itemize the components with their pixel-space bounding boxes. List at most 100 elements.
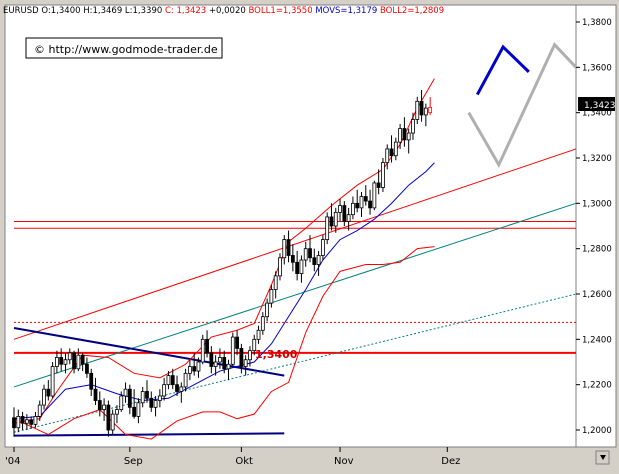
- x-tick-label-2: Okt: [235, 456, 253, 467]
- copyright-box: [25, 37, 223, 59]
- forecast-lines: [467, 42, 578, 169]
- candle-body-0: [12, 417, 16, 429]
- x-tick-label-0: '04: [5, 456, 20, 467]
- candle-body-83: [368, 200, 372, 209]
- candle-body-91: [402, 128, 407, 141]
- candle-body-56: [252, 338, 257, 352]
- candle-body-26: [123, 388, 128, 397]
- y-tick-label-9: 1,2000: [582, 426, 612, 436]
- candle-body-29: [136, 402, 141, 417]
- candle-body-79: [351, 202, 355, 216]
- candle-body-95: [419, 100, 424, 116]
- price-axis: 1,3800 1,3600 1,3400 1,3200 1,3000 1,2800 1,26…: [576, 18, 612, 436]
- y-tick-label-6: 1,2600: [582, 290, 612, 300]
- candle-body-70: [312, 257, 317, 265]
- candle-body-51: [230, 336, 235, 365]
- candle-body-11: [59, 357, 64, 365]
- candle-body-40: [183, 372, 188, 388]
- candle-body-48: [218, 357, 222, 363]
- candle-body-66: [295, 261, 300, 274]
- candle-body-69: [308, 248, 312, 259]
- x-tick-label-3: Nov: [334, 456, 354, 467]
- candle-body-33: [153, 400, 158, 408]
- candle-body-25: [119, 395, 124, 410]
- candle-body-35: [162, 384, 167, 397]
- candle-body-45: [205, 338, 209, 354]
- candle-body-96: [423, 107, 428, 116]
- candle-body-24: [115, 409, 119, 415]
- candle-body-13: [67, 352, 72, 361]
- level-annotation: 1,3400: [255, 348, 298, 361]
- y-tick-label-4: 1,3000: [582, 199, 612, 209]
- candle-body-78: [346, 214, 351, 222]
- candle-body-19: [93, 388, 98, 401]
- candle-body-59: [265, 302, 270, 318]
- candle-body-89: [393, 141, 398, 157]
- x-tick-label-1: Sep: [124, 456, 143, 467]
- candle-body-37: [170, 375, 175, 386]
- candle-body-80: [355, 202, 360, 209]
- candle-body-36: [166, 375, 171, 386]
- candle-body-41: [187, 366, 192, 374]
- candle-body-57: [256, 329, 261, 340]
- candle-body-74: [329, 216, 334, 227]
- candle-body-84: [372, 182, 377, 209]
- candle-body-28: [132, 406, 137, 417]
- trendline-8: [13, 432, 285, 437]
- candle-body-68: [303, 248, 308, 261]
- candle-body-47: [213, 361, 218, 367]
- candle-body-76: [338, 205, 342, 213]
- candle-body-23: [110, 413, 115, 431]
- candle-body-61: [273, 275, 278, 290]
- candle-body-21: [102, 404, 106, 411]
- y-tick-label-0: 1,3800: [582, 18, 612, 28]
- plot-area: [4, 4, 577, 448]
- candle-body-27: [127, 388, 132, 408]
- candle-body-10: [55, 357, 59, 367]
- candle-body-2: [20, 415, 25, 424]
- candle-body-15: [76, 354, 81, 370]
- candle-body-65: [290, 255, 295, 263]
- price-axis-panel: [575, 4, 617, 448]
- candle-body-12: [63, 359, 68, 365]
- candle-body-72: [320, 239, 325, 256]
- candle-body-77: [342, 205, 347, 222]
- candle-body-7: [42, 388, 46, 406]
- candle-body-17: [85, 363, 89, 374]
- candle-body-92: [406, 132, 411, 141]
- candle-body-93: [411, 119, 415, 134]
- candle-body-32: [149, 397, 154, 408]
- candle-body-63: [282, 239, 287, 259]
- candle-body-43: [196, 361, 201, 372]
- candle-body-39: [179, 386, 184, 392]
- candle-body-71: [316, 255, 321, 265]
- candle-body-53: [239, 347, 244, 367]
- candle-body-75: [333, 211, 338, 227]
- y-tick-label-7: 1,2400: [582, 335, 612, 345]
- y-tick-label-5: 1,2800: [582, 245, 612, 255]
- candle-body-5: [33, 415, 38, 425]
- candle-body-6: [37, 404, 42, 417]
- forecast-blue-line: [476, 44, 530, 96]
- candle-body-88: [389, 148, 394, 157]
- candle-body-49: [222, 357, 227, 370]
- time-axis: '04 Sep Okt Nov Dez: [5, 447, 460, 467]
- candle-body-3: [24, 419, 29, 424]
- candle-body-73: [325, 216, 330, 241]
- candle-body-81: [359, 196, 364, 209]
- moving-average-line: [13, 162, 435, 420]
- trendline-0: [13, 148, 577, 340]
- trendline-7: [13, 327, 285, 377]
- candle-body-90: [398, 128, 403, 143]
- candle-body-14: [72, 352, 76, 370]
- candle-body-64: [286, 239, 291, 256]
- copyright-text[interactable]: © http://www.godmode-trader.de: [34, 43, 218, 56]
- candle-body-82: [363, 196, 368, 202]
- candle-body-20: [97, 400, 102, 410]
- candle-body-67: [299, 259, 304, 275]
- x-tick-label-4: Dez: [441, 456, 460, 467]
- candle-body-50: [226, 363, 231, 370]
- arrow-down-icon: [600, 455, 606, 460]
